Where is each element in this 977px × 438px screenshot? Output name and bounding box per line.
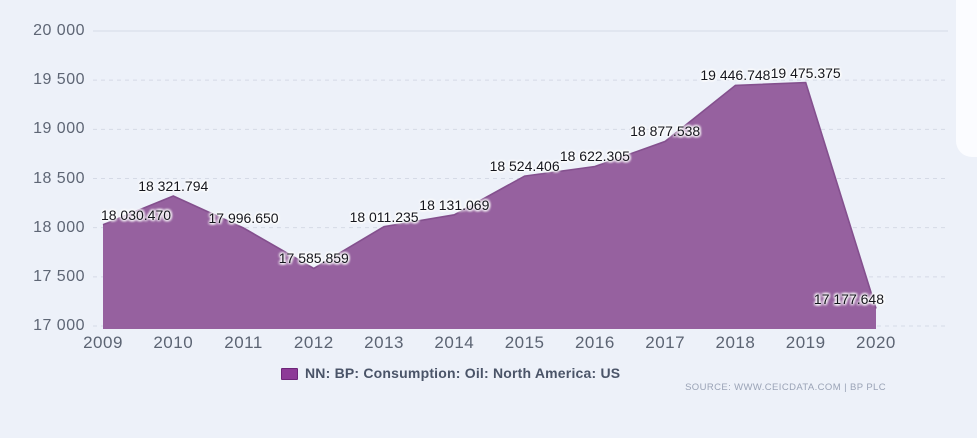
legend-item-series[interactable]: NN: BP: Consumption: Oil: North America:… bbox=[281, 365, 620, 381]
x-axis-tick-label: 2013 bbox=[364, 333, 404, 352]
overlay-card-edge bbox=[956, 0, 977, 157]
x-axis-tick-label: 2014 bbox=[434, 333, 475, 352]
series-line bbox=[102, 81, 877, 309]
x-axis-tick-label: 2018 bbox=[715, 333, 756, 352]
data-point-label: 17 996.650 bbox=[208, 209, 279, 226]
y-axis-tick-label: 17 000 bbox=[33, 317, 85, 334]
y-axis-tick-label: 18 000 bbox=[33, 218, 85, 236]
data-point-label: 18 321.794 bbox=[138, 178, 209, 195]
data-point-label: 19 475.375 bbox=[770, 64, 841, 81]
x-axis-tick-label: 2019 bbox=[785, 333, 826, 352]
y-axis-tick-label: 17 500 bbox=[33, 267, 85, 285]
y-axis-tick-label: 19 500 bbox=[33, 71, 85, 89]
x-axis-tick-label: 2012 bbox=[293, 333, 334, 352]
source-attribution: SOURCE: WWW.CEICDATA.COM | BP PLC bbox=[685, 382, 886, 393]
x-axis-tick-label: 2017 bbox=[645, 333, 686, 352]
y-axis-tick-label: 18 500 bbox=[33, 169, 85, 187]
x-axis-tick-label: 2011 bbox=[224, 333, 263, 352]
data-point-label: 18 622.305 bbox=[559, 148, 630, 165]
x-axis-tick-label: 2020 bbox=[856, 333, 896, 352]
data-point-label: 18 877.538 bbox=[630, 123, 701, 140]
x-axis-tick-label: 2016 bbox=[574, 333, 615, 352]
x-axis-tick-label: 2010 bbox=[153, 333, 194, 352]
legend-marker-icon bbox=[281, 368, 298, 380]
x-axis-tick-label: 2015 bbox=[504, 333, 545, 352]
data-point-label: 17 177.648 bbox=[813, 290, 884, 307]
data-point-label: 18 524.406 bbox=[489, 158, 560, 175]
data-point-label: 18 131.069 bbox=[419, 196, 490, 213]
y-axis-tick-label: 19 000 bbox=[33, 120, 85, 138]
data-point-label: 17 585.859 bbox=[278, 250, 349, 267]
data-point-label: 18 011.235 bbox=[349, 208, 419, 225]
x-axis-tick-label: 2009 bbox=[83, 333, 123, 352]
data-point-label: 19 446.748 bbox=[700, 67, 771, 84]
data-point-label: 18 030.470 bbox=[100, 206, 172, 223]
series-area bbox=[103, 82, 876, 329]
y-axis-tick-label: 20 000 bbox=[33, 22, 85, 39]
legend-label: NN: BP: Consumption: Oil: North America:… bbox=[305, 365, 621, 381]
